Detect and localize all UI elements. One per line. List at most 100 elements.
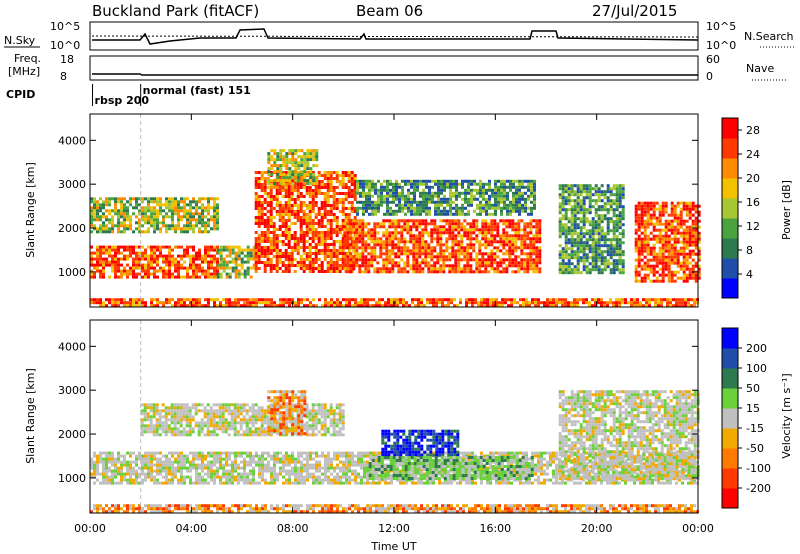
range-gate-cell	[168, 269, 171, 273]
range-gate-cell	[506, 212, 509, 216]
range-gate-cell	[267, 298, 270, 302]
range-gate-cell	[392, 212, 395, 216]
range-gate-cell	[117, 227, 120, 231]
range-gate-cell	[669, 301, 672, 305]
range-gate-cell	[499, 264, 503, 268]
range-gate-cell	[479, 206, 482, 210]
range-gate-cell	[198, 275, 201, 279]
range-gate-cell	[335, 258, 339, 261]
range-gate-cell	[201, 272, 204, 276]
range-gate-cell	[120, 475, 123, 479]
range-gate-cell	[454, 252, 458, 256]
range-gate-cell	[246, 260, 250, 264]
range-gate-cell	[597, 250, 601, 254]
range-gate-cell	[323, 258, 327, 261]
range-gate-cell	[573, 205, 577, 209]
range-gate-cell	[570, 253, 574, 257]
range-gate-cell	[308, 222, 312, 225]
range-gate-cell	[204, 269, 207, 273]
range-gate-cell	[346, 237, 350, 241]
range-gate-cell	[96, 248, 99, 252]
range-gate-cell	[612, 301, 615, 305]
range-gate-cell	[417, 304, 420, 308]
range-gate-cell	[266, 255, 270, 258]
range-gate-cell	[349, 252, 353, 256]
range-gate-cell	[362, 200, 365, 204]
range-gate-cell	[564, 244, 568, 248]
range-gate-cell	[591, 223, 595, 227]
range-gate-cell	[370, 258, 374, 262]
range-gate-cell	[649, 204, 653, 208]
range-gate-cell	[482, 188, 485, 192]
range-gate-cell	[496, 246, 500, 250]
range-gate-cell	[682, 267, 686, 271]
range-gate-cell	[120, 257, 123, 261]
range-gate-cell	[576, 235, 580, 239]
range-gate-cell	[326, 231, 330, 234]
range-gate-cell	[323, 198, 327, 201]
range-gate-cell	[500, 185, 503, 189]
range-gate-cell	[582, 235, 586, 239]
range-gate-cell	[467, 200, 470, 204]
range-gate-cell	[685, 267, 689, 271]
range-gate-cell	[448, 255, 452, 259]
range-gate-cell	[303, 173, 307, 177]
range-gate-cell	[162, 203, 165, 207]
range-gate-cell	[637, 270, 641, 274]
range-gate-cell	[561, 208, 565, 212]
range-gate-cell	[273, 182, 277, 186]
range-gate-cell	[198, 263, 201, 267]
range-gate-cell	[308, 216, 312, 219]
range-gate-cell	[138, 298, 141, 302]
range-gate-cell	[612, 247, 616, 251]
range-gate-cell	[192, 275, 195, 279]
range-gate-cell	[652, 246, 656, 250]
range-gate-cell	[382, 246, 386, 250]
range-gate-cell	[126, 200, 129, 204]
range-gate-cell	[621, 229, 625, 233]
range-gate-cell	[96, 218, 99, 222]
range-gate-cell	[573, 202, 577, 206]
range-gate-cell	[320, 207, 324, 210]
range-gate-cell	[679, 246, 683, 250]
range-gate-cell	[346, 264, 350, 268]
range-gate-cell	[517, 255, 521, 259]
range-gate-cell	[412, 252, 416, 256]
range-gate-cell	[263, 207, 267, 210]
range-gate-cell	[643, 240, 647, 244]
range-gate-cell	[150, 245, 153, 249]
range-gate-cell	[177, 221, 180, 225]
range-gate-cell	[457, 225, 461, 229]
range-gate-cell	[168, 254, 171, 258]
range-gate-cell	[228, 266, 232, 270]
range-gate-cell	[294, 161, 298, 165]
range-gate-cell	[141, 301, 144, 305]
range-gate-cell	[99, 257, 102, 261]
range-gate-cell	[670, 246, 674, 250]
range-gate-cell	[430, 222, 434, 226]
range-gate-cell	[216, 215, 219, 219]
range-gate-cell	[567, 193, 571, 197]
range-gate-cell	[413, 194, 416, 198]
range-gate-cell	[388, 231, 392, 235]
range-gate-cell	[520, 264, 524, 268]
range-gate-cell	[350, 174, 354, 177]
range-gate-cell	[284, 231, 288, 234]
range-gate-cell	[293, 189, 297, 192]
range-gate-cell	[323, 270, 327, 273]
range-gate-cell	[484, 234, 488, 238]
range-gate-cell	[308, 210, 312, 213]
range-gate-cell	[400, 231, 404, 235]
range-gate-cell	[500, 194, 503, 198]
range-gate-cell	[507, 304, 510, 308]
range-gate-cell	[174, 203, 177, 207]
range-gate-cell	[347, 249, 351, 252]
range-gate-cell	[402, 298, 405, 302]
range-gate-cell	[165, 212, 168, 216]
range-gate-cell	[120, 460, 123, 464]
range-gate-cell	[234, 263, 238, 267]
range-gate-cell	[475, 240, 479, 244]
range-gate-cell	[597, 220, 601, 224]
range-gate-cell	[111, 298, 114, 302]
range-gate-cell	[237, 298, 240, 302]
